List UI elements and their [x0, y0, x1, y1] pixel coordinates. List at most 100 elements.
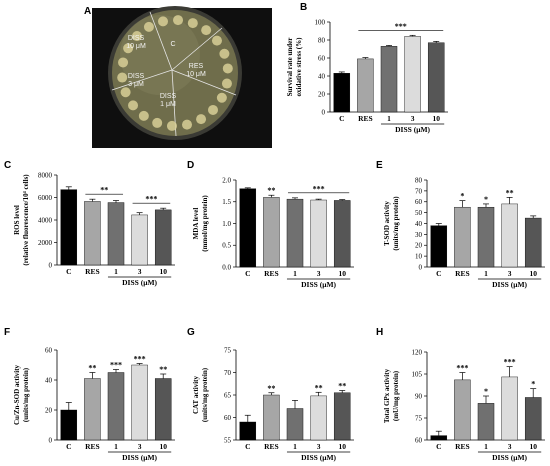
- y-tick-label: 105: [412, 370, 423, 378]
- bar-1: [107, 202, 125, 266]
- category-label: RES: [85, 442, 100, 451]
- colony-spot: [128, 100, 139, 111]
- y-tick-label: 0.5: [222, 242, 231, 250]
- group-label: DISS (μM): [395, 125, 430, 134]
- chart-b: B 0 20 40 60 80 100 Survival rate under oxidativ…: [286, 2, 448, 134]
- y-tick-label: 80: [415, 176, 423, 184]
- bar-res: [454, 379, 471, 441]
- bar-10: [524, 397, 542, 441]
- y-tick-label: 65: [224, 391, 232, 399]
- plate-label-res-10: RES: [189, 63, 204, 70]
- colony-spot: [208, 104, 219, 115]
- y-tick-label: 0: [322, 108, 326, 116]
- colony-spot: [138, 110, 149, 121]
- group-label: DISS (μM): [301, 280, 336, 289]
- panel-letter-e: E: [376, 160, 383, 171]
- group-label: DISS (μM): [122, 278, 157, 287]
- bar-res: [263, 197, 280, 268]
- y-tick-label: 70: [415, 187, 423, 195]
- y-tick-label: 0: [49, 261, 53, 269]
- bar-c: [430, 225, 448, 268]
- bar-c: [60, 409, 78, 441]
- y-axis-label: Cu/Zn-SOD activity: [13, 364, 21, 425]
- group-label: DISS (μM): [492, 280, 527, 289]
- category-label: 1: [114, 267, 118, 276]
- colony-spot: [196, 114, 207, 125]
- bar-10: [333, 200, 351, 268]
- significance-mark: ***: [110, 361, 122, 370]
- category-label: 1: [484, 442, 488, 451]
- bar-c: [239, 188, 257, 268]
- colony-spot: [117, 72, 128, 83]
- category-label: 10: [338, 442, 346, 451]
- y-axis-label: (relative fluorescence/10⁴ cells): [22, 174, 30, 266]
- significance-mark: ***: [456, 364, 468, 373]
- bar-10: [154, 209, 172, 266]
- category-label: C: [66, 442, 71, 451]
- y-tick-label: 1.5: [222, 198, 231, 206]
- bar-3: [501, 376, 518, 441]
- bar-res: [357, 58, 374, 113]
- colony-spot: [173, 15, 184, 26]
- colony-spot: [157, 16, 168, 27]
- y-tick-label: 60: [318, 54, 326, 62]
- bar-3: [131, 364, 148, 441]
- significance-mark: **: [338, 382, 346, 391]
- panel-letter-d: D: [187, 160, 194, 171]
- panel-letter-h: H: [376, 327, 383, 338]
- colony-spot: [216, 92, 227, 103]
- bar-3: [310, 199, 327, 268]
- y-axis-label: (units/mg protein): [22, 367, 30, 422]
- category-label: 3: [508, 442, 512, 451]
- group-label: DISS (μM): [122, 453, 157, 462]
- y-axis-label: MDA level: [192, 208, 200, 240]
- group-label: DISS (μM): [301, 453, 336, 462]
- significance-mark: **: [506, 188, 514, 197]
- colony-spot: [201, 25, 212, 36]
- significance-mark: **: [315, 383, 323, 392]
- colony-spot: [211, 35, 222, 46]
- colony-spot: [118, 57, 129, 68]
- chart-d: D 0.0 0.5 1.0 1.5 2.0 MDA level (mmol/mg protei…: [187, 160, 354, 289]
- category-label: 10: [338, 269, 346, 278]
- bar-3: [131, 214, 148, 266]
- y-tick-label: 20: [318, 90, 326, 98]
- panel-letter-g: G: [187, 327, 195, 338]
- y-tick-label: 0: [419, 263, 423, 271]
- y-tick-label: 2.0: [222, 176, 231, 184]
- significance-mark: ***: [145, 195, 157, 204]
- colony-spot: [143, 21, 154, 32]
- significance-mark: **: [159, 365, 167, 374]
- sector-line: [149, 11, 173, 71]
- y-tick-label: 10: [415, 253, 423, 261]
- y-axis-label: T-SOD activity: [383, 201, 391, 246]
- category-label: 3: [317, 269, 321, 278]
- category-label: 3: [138, 267, 142, 276]
- bar-10: [524, 217, 542, 268]
- bar-1: [477, 403, 495, 441]
- y-axis-label: (units/mg protein): [392, 196, 400, 251]
- plate-label-diss-10: 10 μM: [126, 43, 146, 50]
- category-label: 1: [293, 269, 297, 278]
- colony-spot: [221, 78, 232, 89]
- significance-mark: ***: [134, 355, 146, 364]
- bar-c: [430, 435, 448, 441]
- category-label: 10: [529, 442, 537, 451]
- y-tick-label: 40: [318, 72, 326, 80]
- chart-h: H 60 75 90 105 120 Total GPx activity (mU/mg pr…: [376, 327, 545, 462]
- bar-1: [286, 408, 304, 441]
- significance-mark: *: [484, 387, 488, 396]
- y-tick-label: 50: [415, 209, 423, 217]
- bar-3: [501, 203, 518, 268]
- y-axis-label: Total GPx activity: [383, 368, 391, 423]
- bar-1: [477, 206, 495, 268]
- colony-spot: [187, 18, 198, 29]
- category-label: 3: [138, 442, 142, 451]
- bar-c: [239, 421, 257, 441]
- colony-spot: [131, 31, 142, 42]
- panel-letter-f: F: [4, 327, 10, 338]
- colony-spot: [152, 117, 163, 128]
- y-tick-label: 60: [415, 436, 423, 444]
